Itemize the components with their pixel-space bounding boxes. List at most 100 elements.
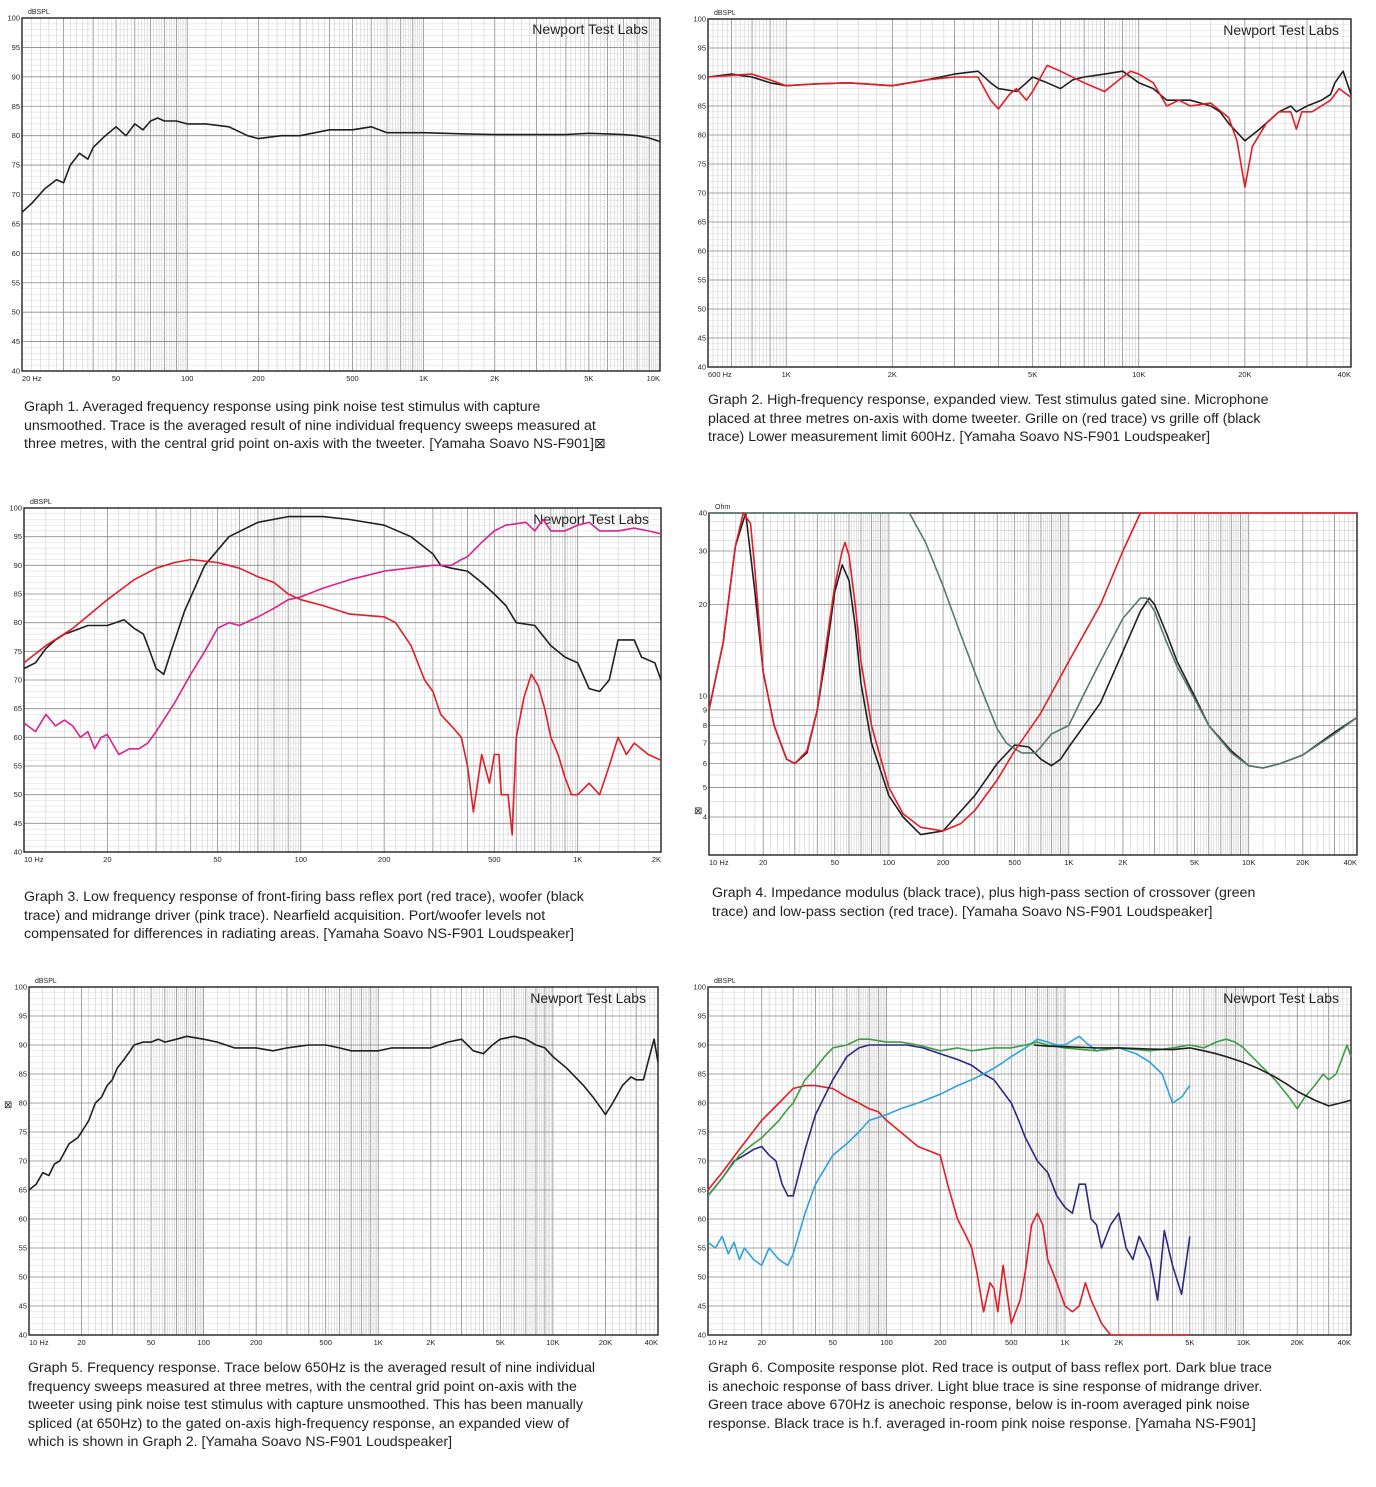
y-tick-label: 70 bbox=[12, 190, 20, 199]
y-tick-label: 9 bbox=[703, 705, 707, 714]
x-tick-label: 2K bbox=[426, 1338, 435, 1347]
x-tick-label: 600 Hz bbox=[708, 370, 732, 379]
caption-line: three metres, with the central grid poin… bbox=[24, 436, 606, 452]
y-tick-label: 70 bbox=[14, 676, 22, 685]
grid bbox=[708, 987, 1351, 1335]
x-tick-label: 20 Hz bbox=[22, 374, 42, 383]
y-tick-label: 70 bbox=[698, 1157, 706, 1166]
x-tick-label: 5K bbox=[584, 374, 593, 383]
x-tick-label: 100 bbox=[880, 1338, 893, 1347]
x-tick-label: 500 bbox=[1005, 1338, 1018, 1347]
y-axis-unit: dBSPL bbox=[714, 10, 736, 17]
series-group bbox=[707, 64, 1352, 188]
grid bbox=[708, 19, 1351, 367]
y-tick-label: 45 bbox=[14, 819, 22, 828]
x-tick-label: 50 bbox=[147, 1338, 155, 1347]
x-tick-label: 20K bbox=[1238, 370, 1251, 379]
y-tick-label: 80 bbox=[12, 131, 20, 140]
plot-frame bbox=[21, 17, 661, 372]
caption-line: is anechoic response of bass driver. Lig… bbox=[708, 1378, 1263, 1395]
y-tick-label: 30 bbox=[699, 546, 707, 555]
graph-4-chart: 4 5 6 7 8 9 10 20 30 40 Ohm 10 Hz 20 50 100 200 500 1K 2K 5… bbox=[699, 504, 1358, 867]
graph-3-chart: 40 45 50 55 60 65 70 75 80 85 90 95 100 dBSPL 10 Hz 20 5… bbox=[9, 499, 662, 864]
y-tick-label: 75 bbox=[14, 647, 22, 656]
plot-frame bbox=[707, 18, 1352, 368]
graph-1-caption: Graph 1. Averaged frequency response usi… bbox=[24, 398, 606, 454]
caption-line: placed at three metres on-axis with dome… bbox=[708, 410, 1261, 427]
graph-5-chart: 40 45 50 55 60 65 70 75 80 85 90 95 100 dBSPL 10 Hz 20 5… bbox=[14, 978, 659, 1347]
graph-1-panel: 40 45 50 55 60 65 70 75 80 85 90 95 100 dBSPL 20 Hz 50 1… bbox=[0, 0, 688, 470]
x-axis-labels: 10 Hz 20 50 100 200 500 1K 2K 5K 10K 20K 40K bbox=[708, 1338, 1351, 1347]
plot-frame bbox=[708, 512, 1358, 856]
y-tick-label: 45 bbox=[12, 337, 20, 346]
y-tick-label: 40 bbox=[698, 363, 706, 372]
x-tick-label: 40K bbox=[1344, 858, 1357, 867]
x-tick-label: 20 bbox=[103, 855, 111, 864]
y-tick-label: 7 bbox=[703, 739, 707, 748]
y-tick-label: 85 bbox=[698, 1070, 706, 1079]
x-tick-label: 20 bbox=[77, 1338, 85, 1347]
watermark-label: Newport Test Labs bbox=[533, 511, 649, 527]
y-tick-label: 95 bbox=[12, 43, 20, 52]
x-tick-label: 40K bbox=[645, 1338, 658, 1347]
x-tick-label: 40K bbox=[1338, 370, 1351, 379]
series-line bbox=[1033, 1044, 1352, 1107]
y-tick-label: 4 bbox=[703, 813, 707, 822]
y-tick-label: 65 bbox=[19, 1186, 27, 1195]
watermark-label: Newport Test Labs bbox=[1223, 22, 1339, 38]
plot-frame bbox=[707, 986, 1352, 1336]
x-tick-label: 2K bbox=[652, 855, 661, 864]
y-tick-label: 55 bbox=[698, 276, 706, 285]
y-tick-label: 80 bbox=[19, 1099, 27, 1108]
y-tick-label: 90 bbox=[698, 73, 706, 82]
caption-line: Graph 2. High-frequency response, expand… bbox=[708, 392, 1269, 408]
x-tick-label: 500 bbox=[319, 1338, 332, 1347]
y-tick-label: 65 bbox=[698, 218, 706, 227]
x-tick-label: 100 bbox=[295, 855, 308, 864]
graph-2-chart: 40 45 50 55 60 65 70 75 80 85 90 95 100 dBSPL 600 Hz 1K… bbox=[693, 10, 1352, 379]
y-tick-label: 50 bbox=[698, 1273, 706, 1282]
x-tick-label: 5K bbox=[1028, 370, 1037, 379]
x-tick-label: 10 Hz bbox=[708, 1338, 728, 1347]
caption-line: tweeter using pink noise test stimulus w… bbox=[28, 1397, 583, 1413]
y-tick-label: 40 bbox=[698, 1331, 706, 1340]
y-tick-label: 65 bbox=[698, 1186, 706, 1195]
x-axis-labels: 10 Hz 20 50 100 200 500 1K 2K 5K 10K 20K 40K bbox=[709, 858, 1357, 867]
x-tick-label: 2K bbox=[1114, 1338, 1123, 1347]
y-tick-label: 65 bbox=[14, 704, 22, 713]
x-tick-label: 10 Hz bbox=[709, 858, 729, 867]
x-tick-label: 1K bbox=[782, 370, 791, 379]
x-tick-label: 20K bbox=[1291, 1338, 1304, 1347]
y-tick-label: 8 bbox=[703, 721, 707, 730]
graph-4-caption: Graph 4. Impedance modulus (black trace)… bbox=[712, 884, 1255, 921]
caption-line: spliced (at 650Hz) to the gated on-axis … bbox=[28, 1415, 570, 1432]
series-line bbox=[707, 1044, 1191, 1301]
y-tick-label: 40 bbox=[14, 848, 22, 857]
graph-4-stray-mark: ⊠ bbox=[694, 806, 703, 817]
y-tick-label: 55 bbox=[19, 1244, 27, 1253]
x-tick-label: 200 bbox=[937, 858, 950, 867]
series-line bbox=[709, 512, 1358, 769]
y-axis-unit: dBSPL bbox=[30, 499, 52, 506]
x-tick-label: 5K bbox=[496, 1338, 505, 1347]
y-tick-label: 20 bbox=[699, 600, 707, 609]
y-tick-label: 40 bbox=[699, 509, 707, 518]
series-group bbox=[707, 1035, 1352, 1336]
graph-2-caption: Graph 2. High-frequency response, expand… bbox=[708, 391, 1268, 447]
y-tick-label: 50 bbox=[12, 308, 20, 317]
y-tick-label: 95 bbox=[698, 44, 706, 53]
y-tick-label: 80 bbox=[698, 1099, 706, 1108]
y-axis-labels: 40 45 50 55 60 65 70 75 80 85 90 95 100 bbox=[14, 983, 27, 1340]
y-tick-label: 70 bbox=[19, 1157, 27, 1166]
y-tick-label: 100 bbox=[693, 15, 706, 24]
y-tick-label: 10 bbox=[699, 692, 707, 701]
y-tick-label: 85 bbox=[14, 590, 22, 599]
x-tick-label: 1K bbox=[573, 855, 582, 864]
y-tick-label: 90 bbox=[698, 1041, 706, 1050]
x-tick-label: 2K bbox=[888, 370, 897, 379]
graph-3-panel: 40 45 50 55 60 65 70 75 80 85 90 95 100 dBSPL 10 Hz 20 5… bbox=[0, 490, 688, 960]
series-group bbox=[21, 117, 661, 213]
y-tick-label: 55 bbox=[12, 278, 20, 287]
y-tick-label: 85 bbox=[12, 102, 20, 111]
watermark-label: Newport Test Labs bbox=[1223, 990, 1339, 1006]
